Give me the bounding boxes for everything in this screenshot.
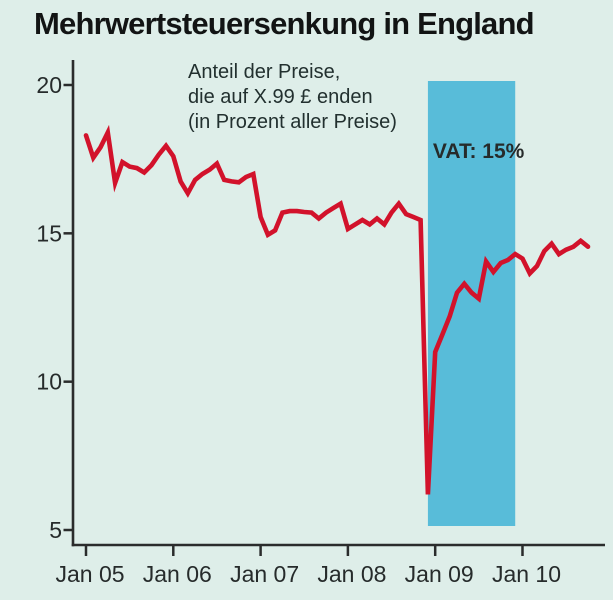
x-tick-label: Jan 05 (55, 561, 124, 587)
y-tick-label: 5 (49, 517, 62, 543)
y-tick-label: 20 (36, 72, 62, 98)
x-tick-label: Jan 09 (405, 561, 474, 587)
vat-band-label: VAT: 15% (433, 140, 525, 163)
x-tick-label: Jan 08 (317, 561, 386, 587)
annotation-line-3: (in Prozent aller Preise) (188, 111, 397, 133)
x-tick-label: Jan 06 (143, 561, 212, 587)
price-share-line (83, 124, 591, 495)
annotation-line-1: Anteil der Preise, (188, 61, 341, 83)
chart-annotation: Anteil der Preise, die auf X.99 £ enden … (188, 60, 397, 135)
y-tick-label: 15 (36, 220, 62, 246)
x-tick-label: Jan 07 (230, 561, 299, 587)
annotation-line-2: die auf X.99 £ enden (188, 86, 373, 108)
y-tick-label: 10 (36, 369, 62, 395)
x-tick-label: Jan 10 (492, 561, 561, 587)
vat-band (427, 81, 516, 526)
chart-title: Mehrwertsteuersenkung in England (34, 6, 535, 41)
